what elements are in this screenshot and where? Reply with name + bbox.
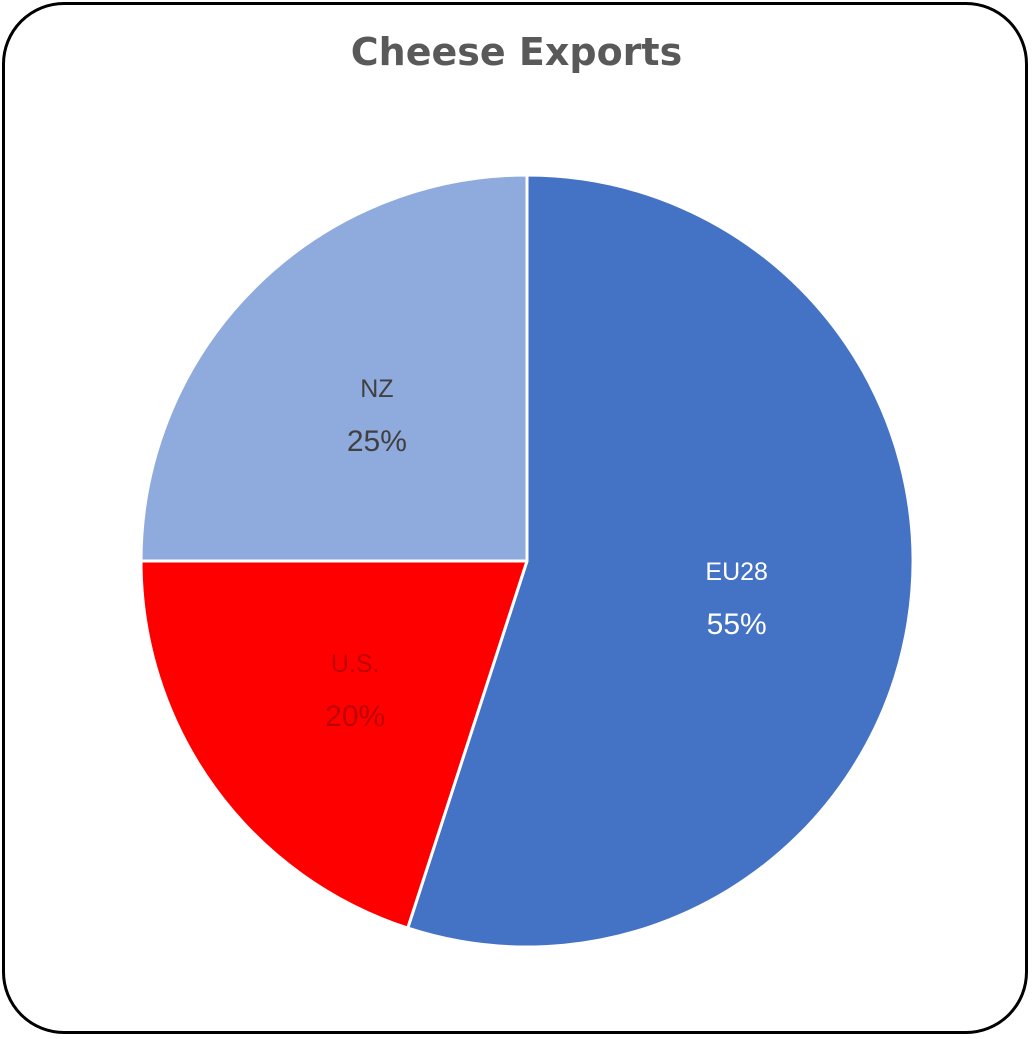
slice-category-label: U.S. — [331, 650, 380, 678]
pie-labels: EU28 55% U.S. 20% NZ 25% — [325, 375, 768, 733]
pie-slice-u-s — [139, 559, 529, 930]
pie-slices — [139, 173, 915, 949]
pie-slice-nz — [139, 173, 529, 563]
slice-value-label: 20% — [325, 700, 385, 733]
slice-category-label: NZ — [360, 375, 393, 403]
slice-category-label: EU28 — [705, 558, 768, 586]
slice-value-label: 55% — [707, 608, 767, 641]
pie-slice-eu28 — [406, 173, 915, 949]
chart-title: Cheese Exports — [350, 30, 683, 74]
slice-value-label: 25% — [347, 425, 407, 458]
